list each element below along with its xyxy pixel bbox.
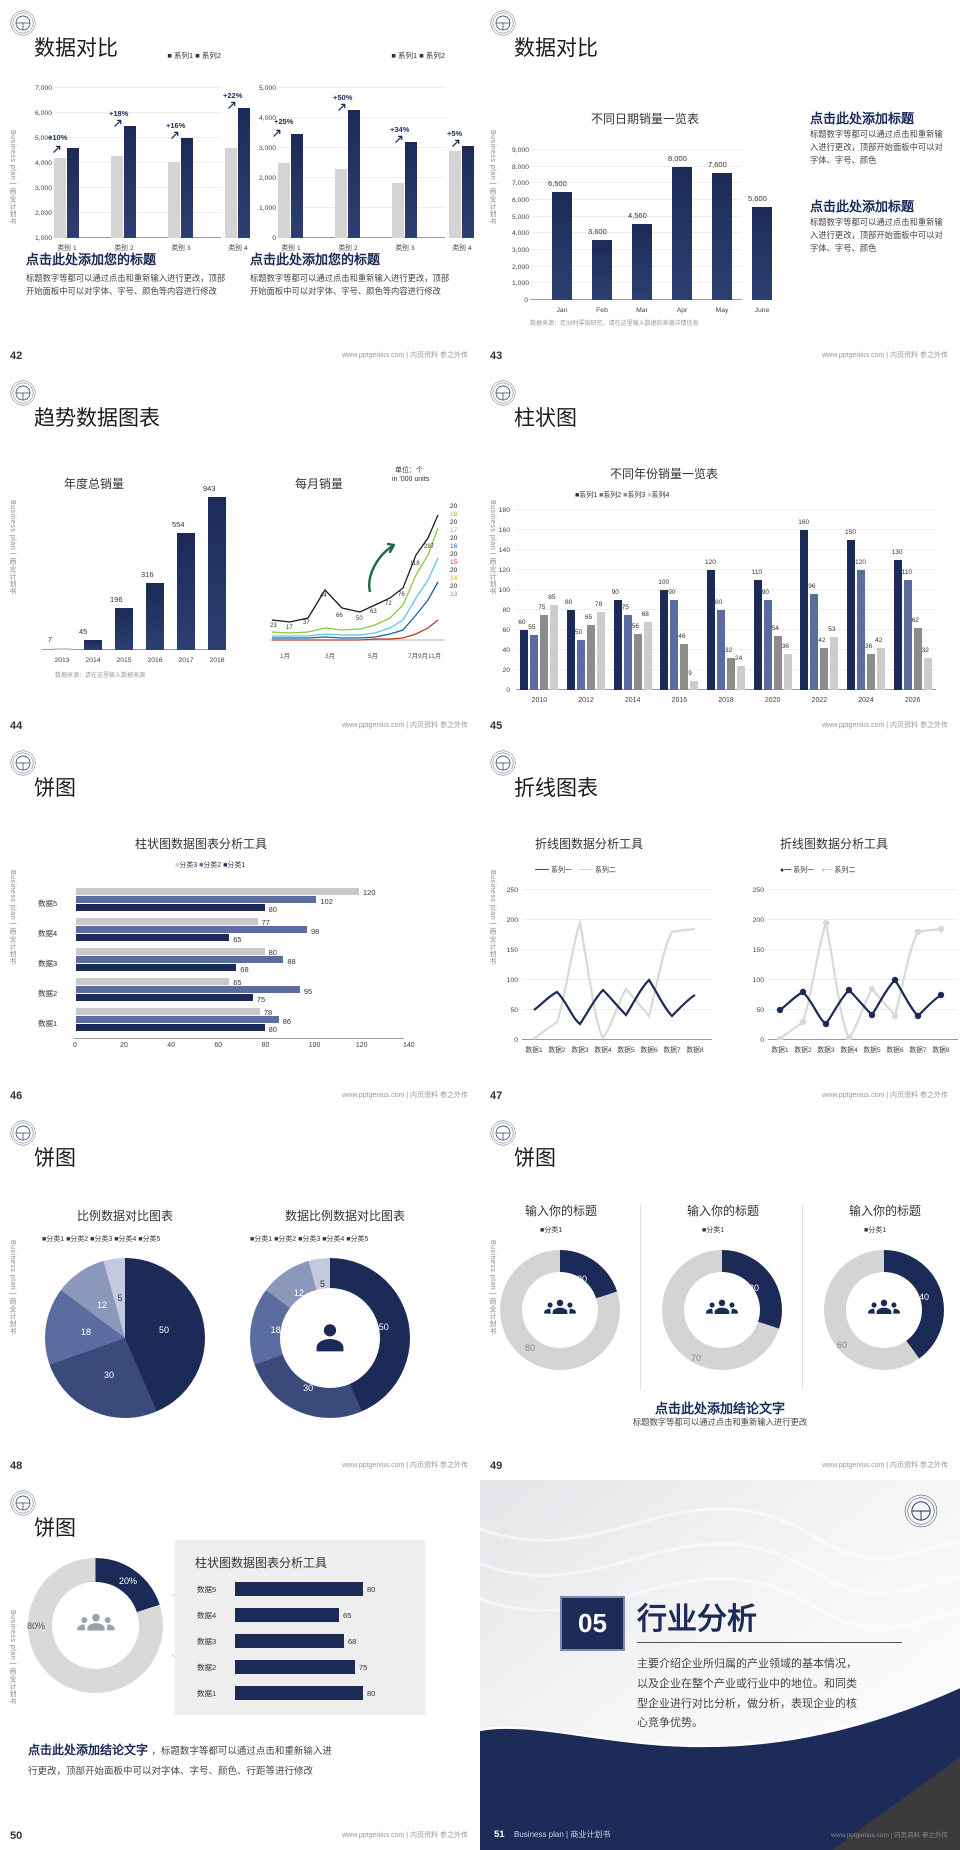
svg-text:66: 66 (336, 613, 343, 619)
svg-text:50: 50 (356, 616, 363, 622)
svg-text:63: 63 (370, 609, 377, 615)
svg-text:118: 118 (410, 561, 420, 567)
svg-text:23: 23 (270, 623, 277, 629)
svg-text:17: 17 (286, 625, 293, 631)
svg-text:37: 37 (303, 620, 310, 626)
svg-text:287: 287 (424, 544, 435, 550)
svg-text:44: 44 (320, 593, 327, 599)
svg-text:76: 76 (398, 592, 405, 598)
svg-text:72: 72 (385, 601, 392, 607)
